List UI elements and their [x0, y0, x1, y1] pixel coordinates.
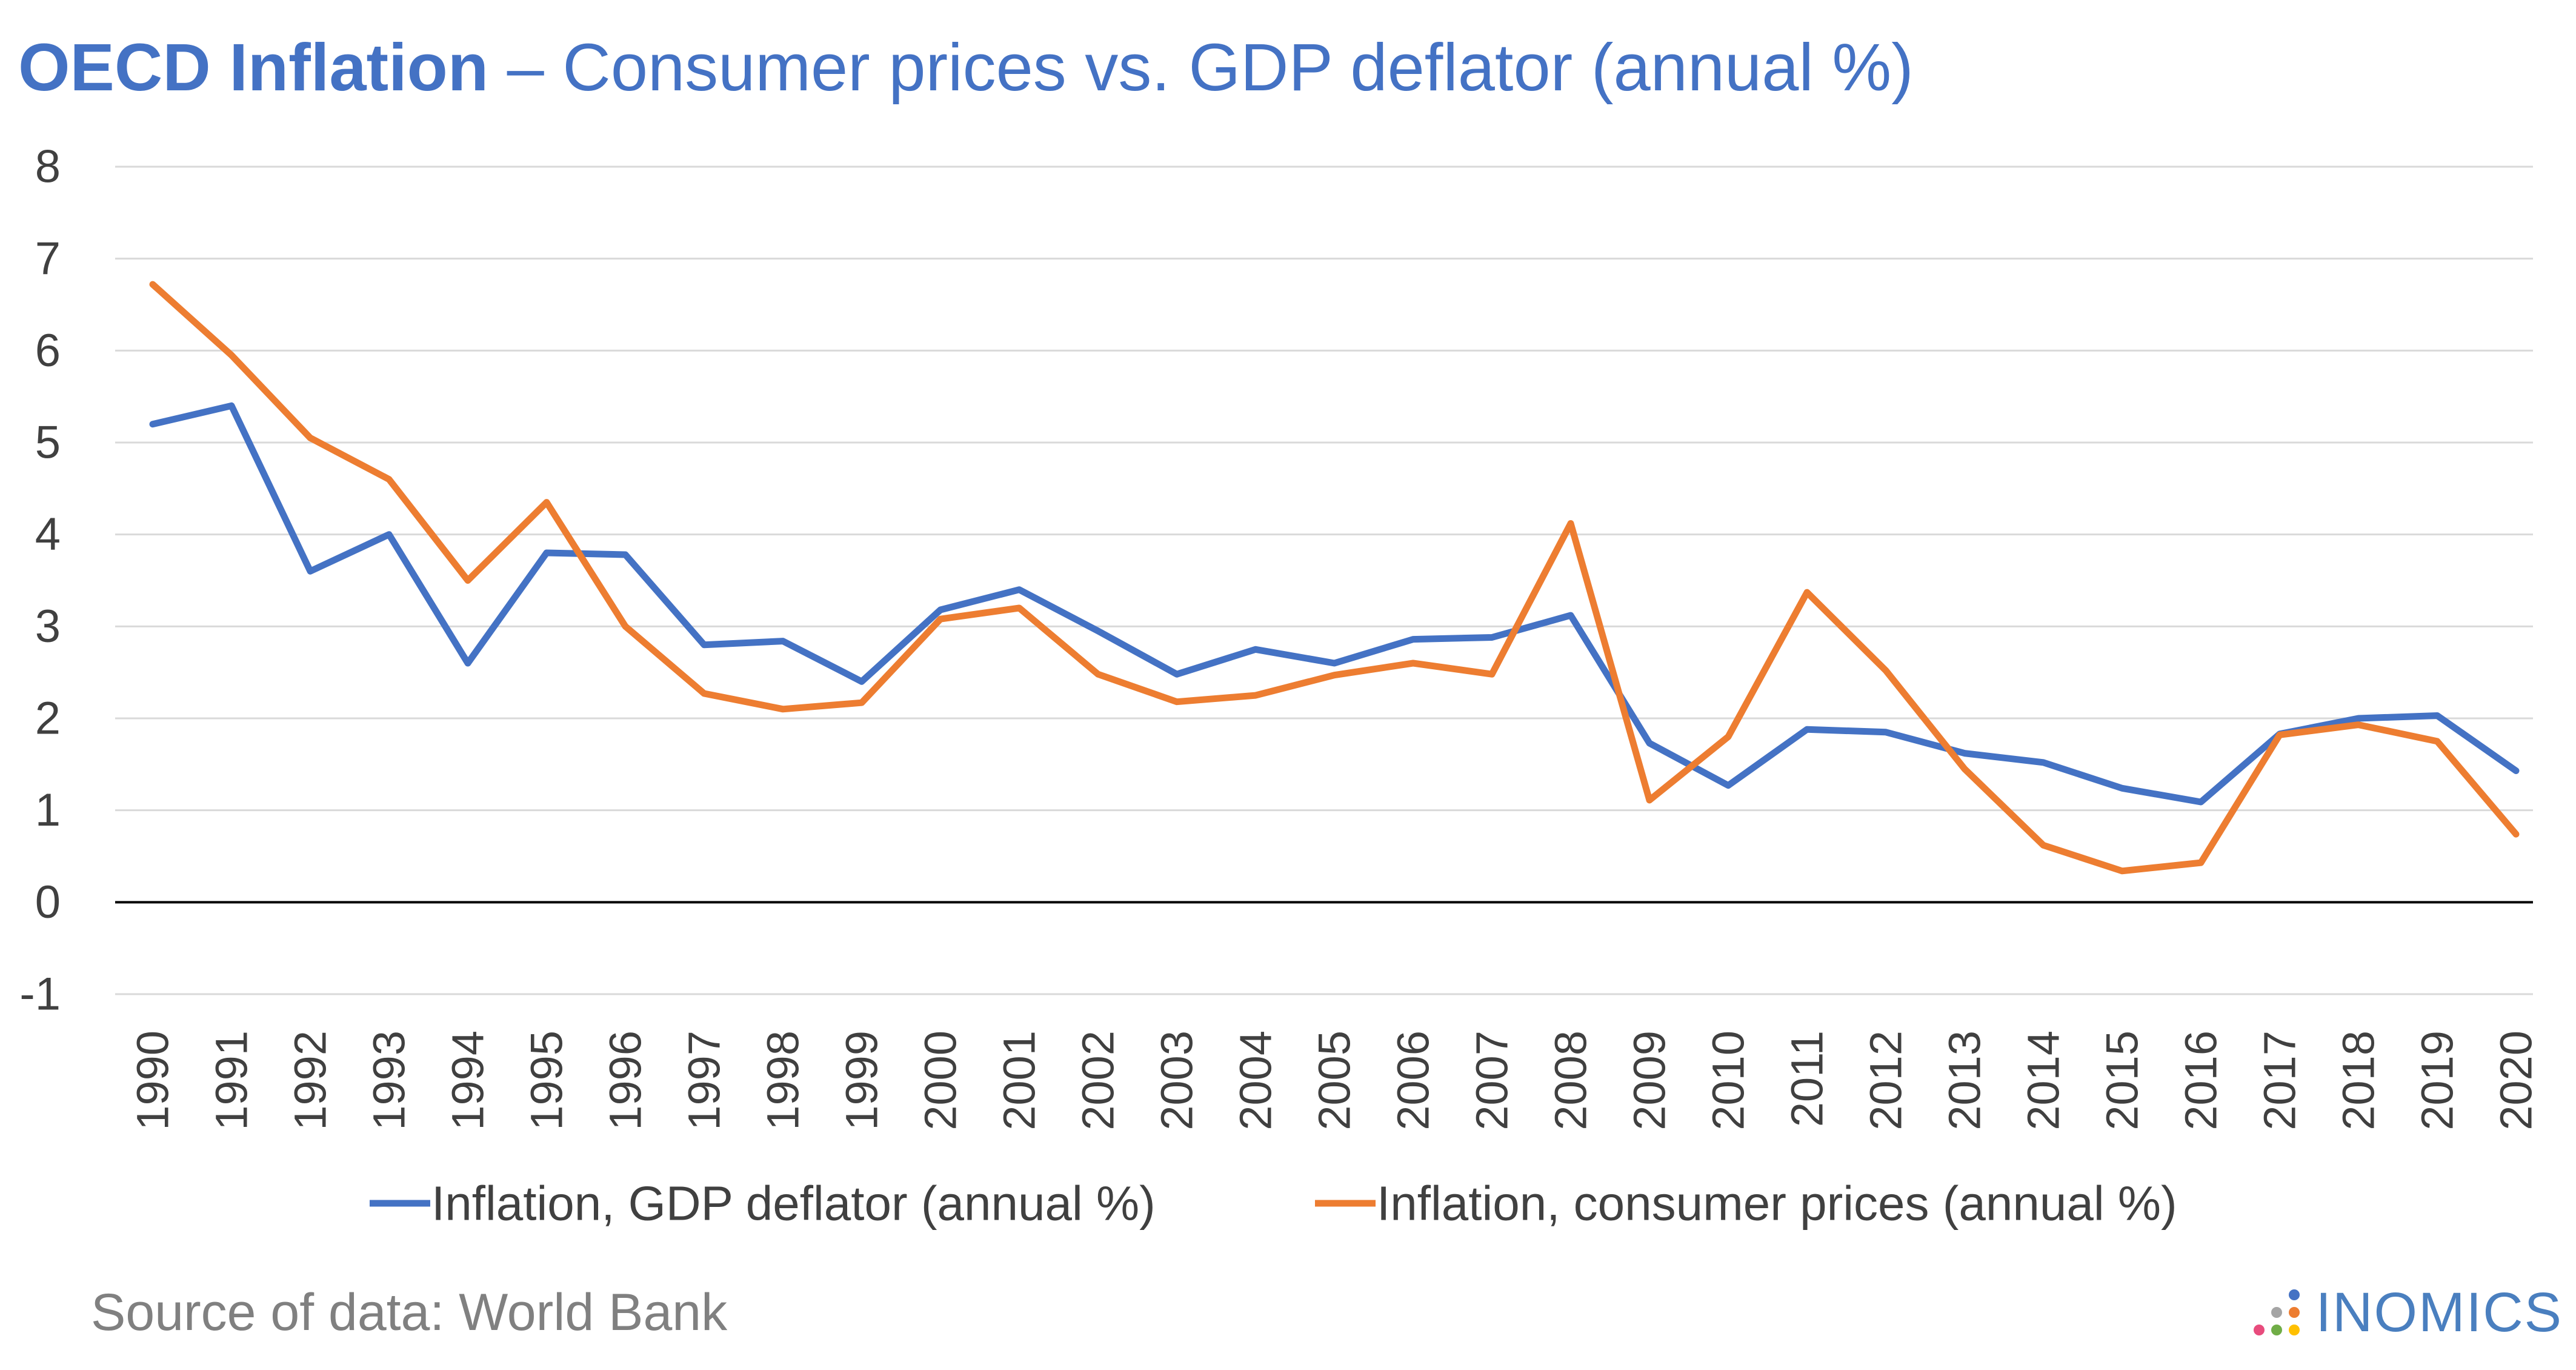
x-tick-label: 1997 — [679, 1031, 730, 1131]
legend-label: Inflation, consumer prices (annual %) — [1377, 1177, 2177, 1231]
legend: Inflation, GDP deflator (annual %) Inflat… — [370, 1177, 2177, 1231]
y-tick-label: 0 — [35, 877, 61, 928]
x-tick-label: 2010 — [1703, 1031, 1754, 1131]
data-source-note: Source of data: World Bank — [91, 1283, 728, 1342]
legend-item-consumer-prices: Inflation, consumer prices (annual %) — [1315, 1177, 2177, 1231]
x-tick-label: 2001 — [994, 1031, 1045, 1131]
brand-logo: INOMICS — [2251, 1276, 2563, 1349]
chart-title: OECD Inflation – Consumer prices vs. GDP… — [18, 25, 1914, 110]
x-tick-label: 1995 — [522, 1031, 572, 1131]
legend-label: Inflation, GDP deflator (annual %) — [431, 1177, 1156, 1231]
logo-dot — [2271, 1325, 2283, 1335]
y-tick-label: 1 — [35, 784, 61, 836]
logo-dot — [2289, 1325, 2300, 1335]
x-tick-label: 2000 — [916, 1031, 966, 1131]
series-lines — [149, 281, 2520, 875]
x-tick-label: 1996 — [601, 1031, 651, 1131]
x-tick-label: 2008 — [1546, 1031, 1596, 1131]
colored-dots-logo-icon — [2251, 1287, 2302, 1338]
x-tick-label: 1993 — [364, 1031, 414, 1131]
x-tick-label: 2020 — [2491, 1031, 2541, 1131]
logo-dot — [2289, 1289, 2300, 1300]
gridlines — [115, 165, 2533, 995]
x-tick-label: 2013 — [1940, 1031, 1990, 1131]
x-tick-label: 1992 — [285, 1031, 336, 1131]
x-tick-label: 2017 — [2255, 1031, 2305, 1131]
consumer-prices-series-line — [149, 281, 2520, 875]
x-tick-label: 2019 — [2412, 1031, 2463, 1131]
y-tick-label: 7 — [35, 233, 61, 284]
gdp-deflator-series-line — [149, 402, 2520, 806]
y-tick-label: 2 — [35, 693, 61, 744]
x-tick-label: 2016 — [2176, 1031, 2226, 1131]
x-tick-label: 1998 — [758, 1031, 808, 1131]
chart-title-bold: OECD Inflation — [18, 30, 489, 105]
x-tick-label: 2005 — [1310, 1031, 1360, 1131]
x-tick-label: 2011 — [1782, 1031, 1832, 1127]
x-tick-label: 2003 — [1152, 1031, 1202, 1131]
y-tick-label: 6 — [35, 325, 61, 376]
x-tick-label: 2012 — [1861, 1031, 1911, 1131]
y-tick-label: 3 — [35, 601, 61, 652]
x-tick-label: 2009 — [1625, 1031, 1675, 1131]
logo-dot — [2254, 1325, 2265, 1335]
x-tick-label: 2004 — [1231, 1031, 1281, 1131]
x-tick-label: 2018 — [2334, 1031, 2384, 1131]
y-tick-label: 4 — [35, 509, 61, 560]
x-tick-label: 2002 — [1073, 1031, 1123, 1131]
x-tick-label: 2015 — [2097, 1031, 2148, 1131]
chart-title-subtitle: – Consumer prices vs. GDP deflator (annu… — [488, 30, 1914, 105]
x-tick-label: 2006 — [1388, 1031, 1439, 1131]
y-tick-label: 5 — [35, 417, 61, 469]
x-tick-label: 2014 — [2019, 1031, 2069, 1131]
logo-dot — [2271, 1307, 2283, 1318]
x-tick-label: 2007 — [1467, 1031, 1517, 1131]
legend-item-gdp-deflator: Inflation, GDP deflator (annual %) — [370, 1177, 1156, 1231]
y-tick-label: 8 — [35, 141, 61, 193]
x-tick-label: 1999 — [837, 1031, 887, 1131]
x-tick-label: 1990 — [128, 1031, 178, 1131]
logo-dot — [2289, 1307, 2300, 1318]
x-tick-label: 1991 — [207, 1031, 257, 1131]
brand-name: INOMICS — [2315, 1281, 2563, 1343]
y-axis-tick-labels: -1 0 1 2 3 4 5 6 7 8 — [19, 141, 61, 1020]
x-axis-tick-labels: 1990 1991 1992 1993 1994 1995 1996 1997 1998 1999… — [128, 1031, 2541, 1131]
y-tick-label: -1 — [19, 969, 61, 1020]
x-tick-label: 1994 — [443, 1031, 493, 1131]
